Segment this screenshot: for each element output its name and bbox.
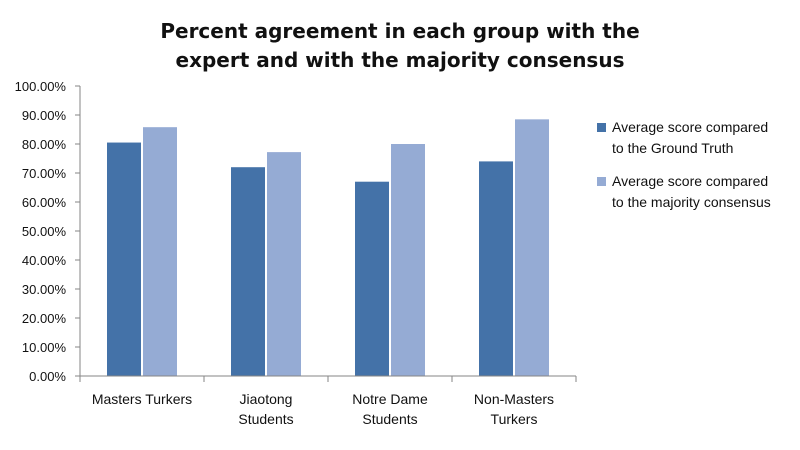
x-category-label: Students — [362, 411, 417, 427]
y-axis-ticks: 0.00% 10.00% 20.00% 30.00% 40.00% 50.00% 60.00… — [15, 79, 80, 384]
y-tick-label: 40.00% — [22, 253, 67, 268]
legend-swatch-series-1 — [597, 123, 606, 132]
y-tick-label: 10.00% — [22, 340, 67, 355]
legend: Average score compared to the Ground Trut… — [597, 119, 771, 210]
x-category-label: Masters Turkers — [92, 391, 192, 407]
bars — [107, 119, 549, 377]
y-tick-label: 90.00% — [22, 108, 67, 123]
y-tick-label: 80.00% — [22, 137, 67, 152]
x-category-label: Non-Masters — [474, 391, 554, 407]
y-tick-label: 0.00% — [29, 369, 66, 384]
legend-label: to the Ground Truth — [612, 140, 733, 156]
legend-label: Average score compared — [612, 119, 768, 135]
x-category-label: Turkers — [491, 411, 538, 427]
chart-title-line: expert and with the majority consensus — [176, 48, 625, 72]
x-axis-categories: Masters Turkers Jiaotong Students Notre Dam… — [92, 391, 554, 427]
bar-series-1 — [107, 142, 141, 376]
legend-swatch-series-2 — [597, 177, 606, 186]
y-tick-label: 30.00% — [22, 282, 67, 297]
x-category-label: Students — [238, 411, 293, 427]
bar-series-2 — [515, 119, 549, 376]
legend-label: to the majority consensus — [612, 194, 771, 210]
bar-series-1 — [355, 181, 389, 376]
x-category-label: Notre Dame — [352, 391, 428, 407]
bar-series-2 — [267, 152, 301, 376]
bar-series-1 — [479, 161, 513, 376]
bar-series-1 — [231, 167, 265, 376]
y-tick-label: 50.00% — [22, 224, 67, 239]
y-tick-label: 70.00% — [22, 166, 67, 181]
bar-series-2 — [143, 127, 177, 377]
y-tick-label: 20.00% — [22, 311, 67, 326]
y-tick-label: 60.00% — [22, 195, 67, 210]
bar-series-2 — [391, 144, 425, 376]
y-tick-label: 100.00% — [15, 79, 67, 94]
axes — [79, 86, 577, 382]
legend-label: Average score compared — [612, 173, 768, 189]
chart-title: Percent agreement in each group with the… — [160, 19, 639, 72]
chart-title-line: Percent agreement in each group with the — [160, 19, 639, 43]
x-category-label: Jiaotong — [240, 391, 293, 407]
